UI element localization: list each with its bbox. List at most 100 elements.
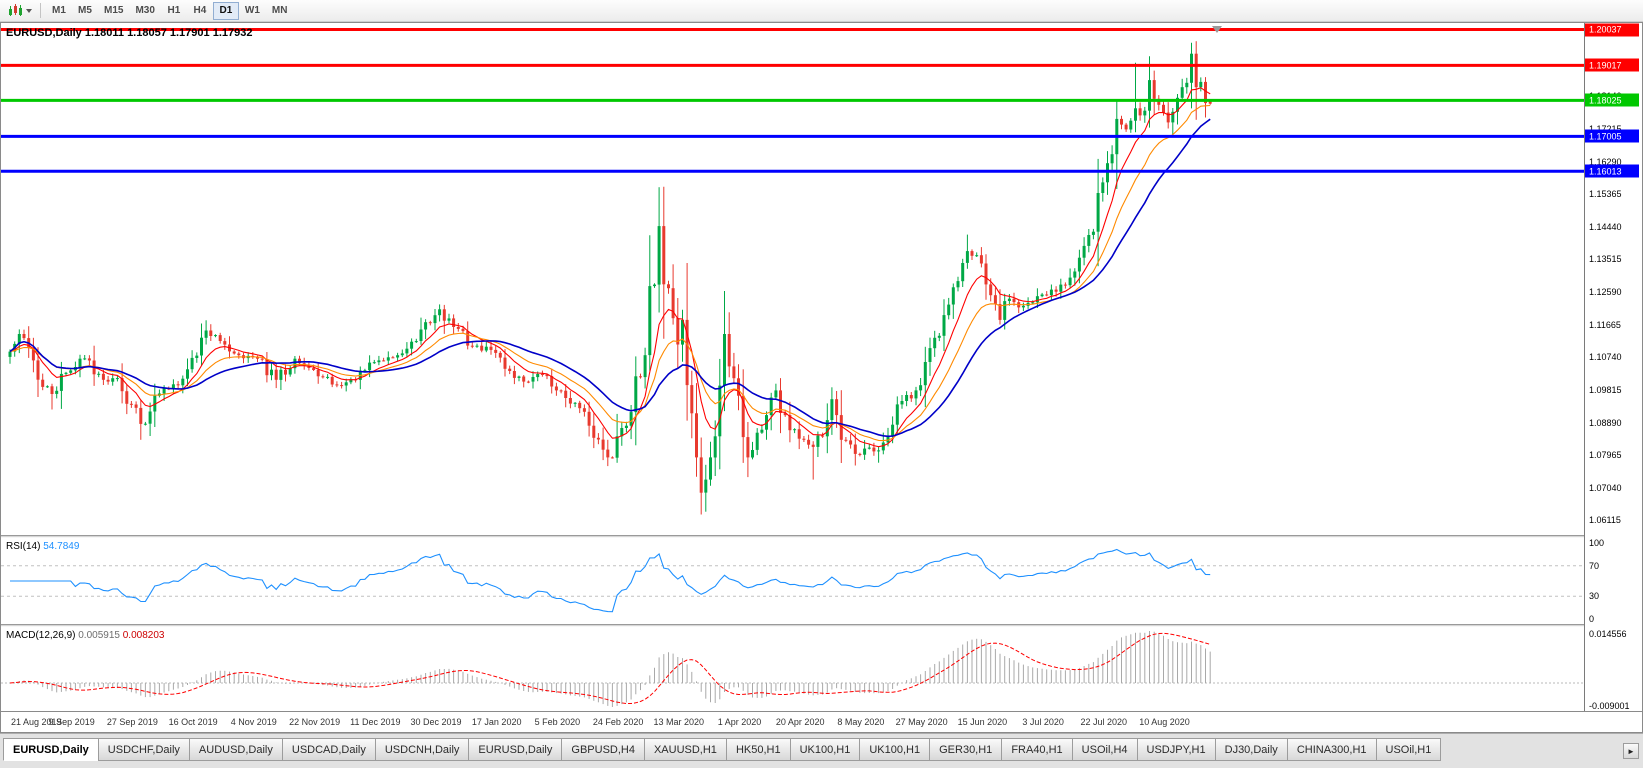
chart-tab-usdcnh-daily-4[interactable]: USDCNH,Daily [374,738,470,761]
chart-tabs: EURUSD,Daily USDCHF,Daily AUDUSD,Daily USDC… [3,738,1442,761]
chart-tab-audusd-daily-2[interactable]: AUDUSD,Daily [188,738,283,761]
chart-tab-usdjpy-h1-14[interactable]: USDJPY,H1 [1136,738,1216,761]
timeframe-button-m15[interactable]: M15 [104,5,124,16]
chart-tab-gbpusd-h4-6[interactable]: GBPUSD,H4 [561,738,645,761]
date-tick-label: 22 Jul 2020 [1080,717,1128,727]
tab-scroll-right-button[interactable]: ► [1623,743,1639,759]
price-line-label-1.18025: 1.18025 [1585,93,1639,107]
timeframes-toolbar: M1 M5 M15 M30 H1 H4 D1 W1 MN [0,0,1643,22]
date-tick-label: 27 Sep 2019 [106,717,158,727]
chart-tab-china300-h1-16[interactable]: CHINA300,H1 [1286,738,1377,761]
price-line-label-1.17005: 1.17005 [1585,129,1639,143]
macd-value-main: 0.005915 [78,630,120,641]
toolbar-separator [40,3,41,18]
price-tick-label: 1.11665 [1589,319,1621,330]
date-tick-label: 30 Dec 2019 [410,717,462,727]
price-axis[interactable]: 1.190651.181401.172151.162901.153651.144… [1584,23,1642,711]
rsi-label: RSI(14) 54.7849 [6,541,79,552]
chart-type-button[interactable] [5,2,35,20]
price-tick-label: 1.07965 [1589,450,1622,461]
price-line-label-1.19017: 1.19017 [1585,58,1639,72]
date-tick-label: 13 Mar 2020 [653,717,705,727]
chart-tab-uk100-h1-9[interactable]: UK100,H1 [789,738,861,761]
chart-tab-usoil-h1-17[interactable]: USOil,H1 [1375,738,1442,761]
chart-tab-ger30-h1-11[interactable]: GER30,H1 [929,738,1003,761]
main-price-chart[interactable] [1,23,1584,535]
date-tick-label: 27 May 2020 [895,717,948,727]
date-axis[interactable]: 21 Aug 2019 9 Sep 2019 27 Sep 2019 16 Oct 2… [1,711,1642,732]
chart-tab-xauusd-h1-7[interactable]: XAUUSD,H1 [643,738,727,761]
chart-tab-dj30-daily-15[interactable]: DJ30,Daily [1214,738,1288,761]
moving-average-wma-35 [9,118,1211,438]
panel-splitter-macd[interactable] [1,624,1642,627]
chart-area: EURUSD,Daily 1.18011 1.18057 1.17901 1.1… [0,22,1643,733]
date-tick-label: 11 Dec 2019 [350,717,401,727]
chart-tab-fra40-h1-12[interactable]: FRA40,H1 [1001,738,1073,761]
timeframe-button-h4[interactable]: H4 [193,5,207,16]
macd-axis-label: 0.014556 [1589,629,1627,639]
timeframe-button-w1[interactable]: W1 [244,5,260,16]
date-tick-label: 10 Aug 2020 [1139,717,1190,727]
chart-tab-hk50-h1-8[interactable]: HK50,H1 [725,738,791,761]
timeframe-toolbar: M1 M5 M15 M30 H1 H4 D1 W1 MN [46,1,293,20]
rsi-indicator-panel[interactable] [1,538,1584,624]
price-tick-label: 1.10740 [1589,352,1622,363]
macd-signal-line [9,632,1211,704]
date-tick-label: 22 Nov 2019 [289,717,341,727]
chart-tab-eurusd-daily-5[interactable]: EURUSD,Daily [468,738,563,761]
panel-splitter-rsi[interactable] [1,535,1642,538]
price-tick-label: 1.13515 [1589,254,1622,265]
chart-tab-eurusd-daily-0[interactable]: EURUSD,Daily [3,738,99,761]
rsi-axis-label: 30 [1589,591,1600,602]
macd-axis-label: -0.009001 [1589,701,1630,711]
price-line-label-1.16013: 1.16013 [1585,164,1639,178]
date-tick-label: 3 Jul 2020 [1022,717,1064,727]
chart-tab-usdcad-daily-3[interactable]: USDCAD,Daily [281,738,376,761]
date-tick-label: 16 Oct 2019 [168,717,218,727]
price-tick-label: 1.08890 [1589,417,1622,428]
macd-name: MACD(12,26,9) [6,630,76,641]
date-tick-label: 15 Jun 2020 [957,717,1008,727]
timeframe-button-mn[interactable]: MN [271,5,288,16]
timeframe-button-d1[interactable]: D1 [212,1,239,20]
date-tick-label: 5 Feb 2020 [534,717,581,727]
date-tick-label: 1 Apr 2020 [717,717,762,727]
price-tick-label: 1.07040 [1589,482,1622,493]
date-tick-label: 9 Sep 2019 [48,717,95,727]
chevron-down-icon [26,8,32,13]
timeframe-button-h1[interactable]: H1 [167,5,181,16]
price-tick-label: 1.16290 [1589,156,1622,167]
date-tick-label: 8 May 2020 [837,717,885,727]
chart-tab-usoil-h4-13[interactable]: USOil,H4 [1071,738,1138,761]
chart-tab-usdchf-daily-1[interactable]: USDCHF,Daily [97,738,190,761]
candlestick-chart-icon [9,4,22,16]
timeframe-button-m1[interactable]: M1 [52,5,66,16]
timeframe-button-m30[interactable]: M30 [135,5,155,16]
date-tick-label: 17 Jan 2020 [471,717,522,727]
date-tick-label: 4 Nov 2019 [230,717,277,727]
price-tick-label: 1.09815 [1589,384,1622,395]
date-tick-label: 21 Aug 2019 [11,717,62,727]
rsi-line [10,548,1211,613]
macd-value-signal: 0.008203 [122,630,165,641]
rsi-value: 54.7849 [43,541,80,552]
macd-label: MACD(12,26,9) 0.005915 0.008203 [6,630,164,641]
price-tick-label: 1.14440 [1589,221,1622,232]
date-tick-label: 20 Apr 2020 [775,717,825,727]
price-tick-label: 1.06115 [1589,515,1621,526]
chart-ohlc-header: EURUSD,Daily 1.18011 1.18057 1.17901 1.1… [6,27,253,39]
price-tick-label: 1.15365 [1589,189,1622,200]
timeframe-button-m5[interactable]: M5 [78,5,92,16]
chart-shift-marker[interactable] [1212,26,1222,33]
chart-tab-uk100-h1-10[interactable]: UK100,H1 [859,738,931,761]
rsi-axis-label: 0 [1589,614,1595,624]
price-line-label-1.20037: 1.20037 [1585,23,1639,36]
macd-indicator-panel[interactable] [1,627,1584,711]
rsi-axis-label: 100 [1589,538,1605,548]
rsi-name: RSI(14) [6,541,41,552]
chart-tabs-bar: EURUSD,Daily USDCHF,Daily AUDUSD,Daily USDC… [0,733,1643,768]
price-tick-label: 1.17215 [1589,124,1622,134]
moving-average-ema-8 [9,87,1211,448]
rsi-axis-label: 70 [1589,560,1600,571]
